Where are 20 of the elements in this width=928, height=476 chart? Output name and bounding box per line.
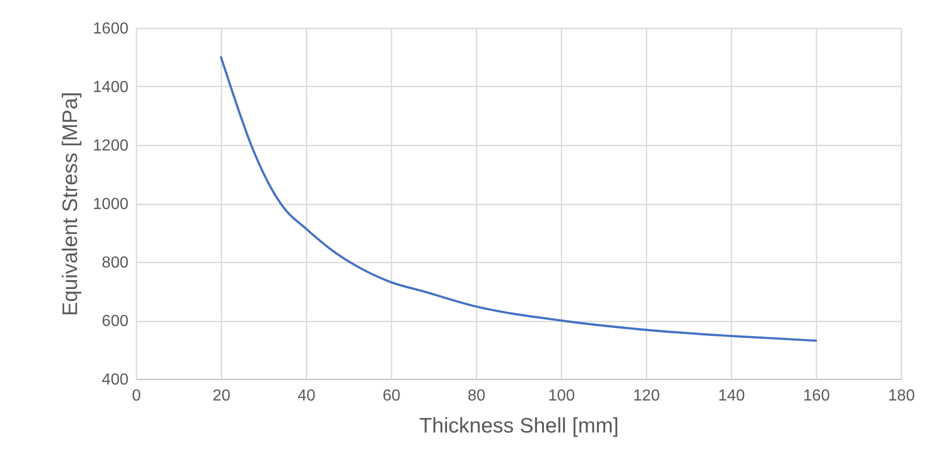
y-axis-title: Equivalent Stress [MPa] [58,92,82,316]
x-tick-label: 180 [888,388,915,404]
x-tick-label: 140 [718,388,745,404]
x-tick-label: 20 [212,388,230,404]
y-tick-label: 1200 [92,138,129,154]
y-tick-label: 800 [102,254,129,272]
x-axis-title: Thickness Shell [mm] [419,414,619,438]
line-series [220,56,818,342]
y-tick-label: 400 [102,372,129,388]
x-tick-label: 160 [803,388,830,404]
x-tick-label: 80 [468,388,486,404]
x-tick-label: 60 [382,388,400,404]
y-tick-label: 1600 [92,20,129,38]
x-tick-label: 0 [132,388,142,404]
y-tick-label: 1400 [92,79,129,96]
x-tick-label: 100 [548,388,575,404]
x-tick-label: 120 [633,388,660,404]
y-tick-label: 600 [102,313,129,330]
x-tick-label: 40 [298,388,316,404]
y-tick-label: 1000 [92,196,129,213]
